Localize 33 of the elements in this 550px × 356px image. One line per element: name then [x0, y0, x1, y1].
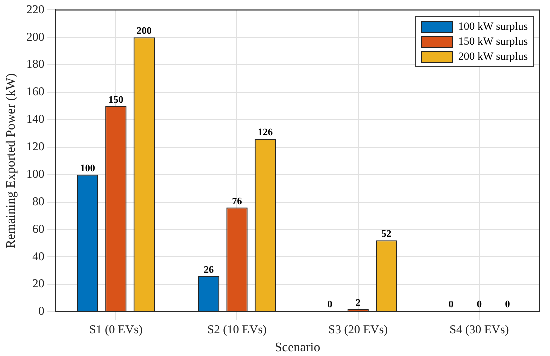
y-tick-label: 40	[32, 249, 45, 264]
y-tick-label: 140	[26, 112, 45, 126]
data-label: 76	[232, 196, 242, 208]
y-tick-label: 160	[26, 84, 45, 99]
y-axis-title: Remaining Exported Power (kW)	[3, 74, 18, 249]
x-tick-label: S3 (20 EVs)	[328, 322, 388, 336]
y-tick-label: 0	[38, 304, 45, 318]
data-label: 26	[204, 264, 214, 276]
y-tick-label: 220	[26, 2, 45, 16]
y-tick-label: 60	[32, 222, 45, 236]
legend-label: 100 kW surplus	[458, 20, 528, 33]
data-label: 200	[136, 26, 152, 38]
x-tick-label: S1 (0 EVs)	[89, 322, 143, 336]
x-tick-label: S2 (10 EVs)	[208, 322, 267, 336]
y-tick-label: 200	[26, 30, 45, 44]
data-label: 52	[382, 229, 392, 240]
legend-label: 200 kW surplus	[458, 50, 528, 63]
y-tick-label: 180	[26, 57, 45, 72]
y-tick-label: 120	[26, 140, 45, 154]
data-label: 0	[328, 300, 333, 311]
data-label: 100	[80, 163, 96, 174]
y-tick-label: 100	[26, 166, 45, 181]
x-tick-label: S4 (30 EVs)	[450, 322, 510, 336]
data-label: 150	[108, 94, 124, 106]
data-label: 2	[356, 298, 361, 309]
legend-label: 150 kW surplus	[458, 36, 528, 48]
data-label: 126	[258, 128, 274, 139]
data-label: 0	[448, 300, 454, 311]
x-axis-title: Scenario	[275, 340, 321, 355]
data-label: 0	[476, 300, 482, 311]
y-tick-label: 20	[32, 276, 45, 291]
data-label: 0	[505, 300, 510, 311]
y-tick-label: 80	[32, 194, 45, 208]
